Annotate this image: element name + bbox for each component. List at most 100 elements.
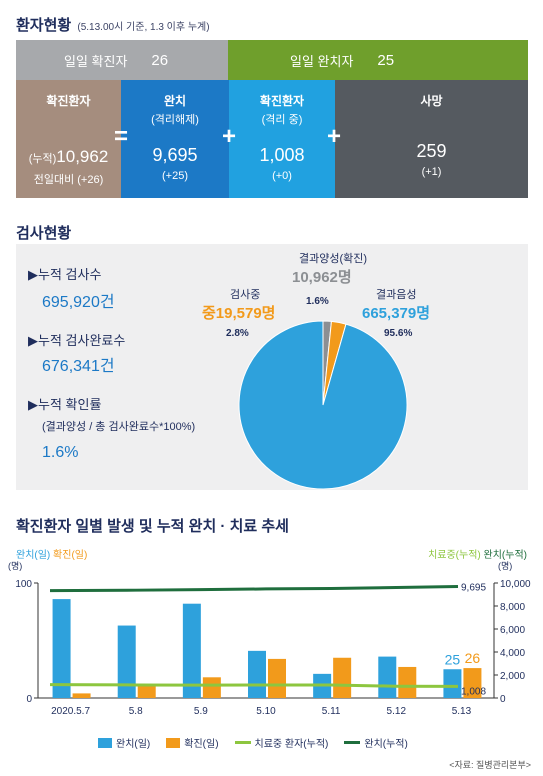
- legend-swatch-light-green: [234, 741, 251, 744]
- legend-released-daily: 완치(일): [98, 735, 150, 750]
- released-sublabel: (격리해제): [151, 114, 199, 126]
- legend-confirmed-daily: 확진(일): [166, 735, 219, 750]
- deaths-box: 사망 259 (+1): [335, 80, 528, 198]
- right-tick-label: 2,000: [500, 671, 525, 682]
- pie-value-positive: 10,962명: [292, 269, 352, 286]
- daily-released-value: 25: [377, 51, 395, 69]
- right-tick-label: 4,000: [500, 648, 525, 659]
- bar-released-daily: [378, 656, 397, 698]
- isolated-value: 1,008: [259, 145, 305, 165]
- trend-chart-title: 확진환자 일별 발생 및 누적 완치 · 치료 추세: [16, 518, 289, 535]
- patient-status-title-text: 환자현황: [16, 17, 72, 34]
- released-label: 완치: [163, 94, 187, 108]
- bar-confirmed-daily: [268, 658, 286, 698]
- bar-released-daily: [52, 599, 71, 698]
- completed-tests-value: 676,341건: [42, 358, 115, 375]
- plus-sign-1: +: [222, 123, 237, 150]
- confirmed-box: 확진환자 (누적)10,962 전일대비 (+26): [16, 80, 121, 198]
- rate-value: 1.6%: [42, 444, 79, 461]
- pie-value-negative: 665,379명: [362, 305, 431, 322]
- confirmed-prefix: (누적): [28, 153, 57, 165]
- daily-released-cell: 일일 완치자 25: [228, 40, 528, 80]
- pie-label-positive: 결과양성(확진): [298, 253, 368, 265]
- test-pie-chart: [238, 320, 408, 490]
- bar-released-daily: [117, 625, 136, 698]
- bar-confirmed-daily: [333, 657, 352, 698]
- released-change: (+25): [162, 170, 188, 182]
- rate-note: (결과양성 / 총 검사완료수*100%): [42, 421, 196, 433]
- daily-counts-row: 일일 확진자 26 일일 완치자 25: [16, 40, 528, 80]
- pie-pct-negative: 95.6%: [384, 328, 413, 339]
- x-tick-label: 2020.5.7: [51, 706, 90, 717]
- bar-confirmed-daily: [137, 684, 156, 698]
- total-tests-label: ▶누적 검사수: [28, 267, 102, 282]
- test-pie-svg: [238, 320, 408, 490]
- completed-tests-label: ▶누적 검사완료수: [28, 333, 126, 348]
- pie-pct-positive: 1.6%: [306, 296, 329, 307]
- equals-sign: =: [114, 123, 129, 150]
- x-tick-label: 5.12: [387, 706, 407, 717]
- daily-confirmed-label: 일일 확진자: [64, 53, 128, 69]
- left-tick-label: 100: [15, 579, 32, 590]
- isolated-box: 확진환자 (격리 중) 1,008 (+0): [229, 80, 335, 198]
- isolated-change: (+0): [272, 170, 292, 182]
- bar-confirmed-daily: [72, 693, 91, 698]
- legend-released-cum: 완치(누적): [344, 735, 408, 750]
- daily-confirmed-value: 26: [151, 51, 169, 69]
- pie-value-pending: 중19,579명: [202, 305, 276, 322]
- legend-treating: 치료중 환자(누적): [234, 735, 329, 750]
- confirmed-change: 전일대비 (+26): [33, 174, 104, 186]
- legend-swatch-dark-green: [344, 741, 361, 744]
- deaths-value: 259: [416, 141, 447, 161]
- legend-swatch-blue: [98, 737, 112, 748]
- deaths-change: (+1): [421, 166, 442, 178]
- test-status-title: 검사현황: [16, 225, 72, 242]
- isolated-sublabel: (격리 중): [261, 114, 303, 126]
- status-boxes-row: 확진환자 (누적)10,962 전일대비 (+26) 완치 (격리해제) 9,6…: [16, 80, 528, 198]
- legend-released-daily-label: 완치(일): [116, 739, 151, 750]
- bar-confirmed-daily: [398, 666, 417, 698]
- daily-confirmed-cell: 일일 확진자 26: [16, 40, 228, 80]
- legend-confirmed-daily-label: 확진(일): [184, 739, 219, 750]
- patient-status-subtitle: (5.13.00시 기준, 1.3 이후 누계): [77, 22, 210, 33]
- plus-sign-2: +: [327, 123, 342, 150]
- legend-released-cum-label: 완치(누적): [364, 739, 408, 750]
- right-axis-legend: 치료중(누적) 완치(누적): [428, 546, 527, 561]
- right-tick-label: 6,000: [500, 625, 525, 636]
- line-released-cum: [49, 585, 459, 593]
- right-legend-treating: 치료중(누적): [428, 550, 481, 561]
- confirmed-value: 10,962: [56, 147, 109, 166]
- bar-confirmed-daily: [202, 677, 221, 698]
- confirmed-total: (누적)10,962: [16, 147, 121, 167]
- deaths-label: 사망: [420, 94, 443, 108]
- pie-label-negative: 결과음성: [376, 289, 417, 301]
- data-label-confirmed-last: 26: [465, 650, 481, 666]
- x-tick-label: 5.11: [322, 706, 341, 717]
- left-legend-confirmed: 확진(일): [53, 550, 88, 561]
- right-tick-label: 8,000: [500, 602, 525, 613]
- test-status-panel: ▶누적 검사수 695,920건 ▶누적 검사완료수 676,341건 ▶누적 …: [16, 244, 528, 490]
- left-legend-released: 완치(일): [16, 550, 51, 561]
- data-label-treating-last: 1,008: [461, 686, 486, 697]
- bar-confirmed-daily: [463, 668, 482, 698]
- patient-status-title: 환자현황 (5.13.00시 기준, 1.3 이후 누계): [16, 14, 210, 35]
- bar-released-daily: [182, 603, 201, 698]
- pie-slice-0: [238, 320, 408, 490]
- left-axis-unit: (명): [8, 561, 22, 571]
- released-box: 완치 (격리해제) 9,695 (+25): [121, 80, 229, 198]
- bar-released-daily: [443, 669, 462, 698]
- x-tick-label: 5.9: [194, 706, 208, 717]
- confirmed-label: 확진환자: [46, 94, 91, 108]
- x-tick-label: 5.13: [452, 706, 472, 717]
- left-tick-label: 0: [26, 694, 32, 705]
- right-tick-label: 10,000: [500, 579, 531, 590]
- bar-released-daily: [248, 650, 266, 698]
- legend-treating-label: 치료중 환자(누적): [254, 739, 329, 750]
- total-tests-value: 695,920건: [42, 294, 115, 311]
- line-treating: [49, 683, 459, 688]
- right-tick-label: 0: [500, 694, 506, 705]
- right-axis-unit: (명): [498, 561, 512, 571]
- x-tick-label: 5.10: [256, 706, 276, 717]
- pie-pct-pending: 2.8%: [226, 328, 249, 339]
- legend-swatch-orange: [166, 737, 181, 748]
